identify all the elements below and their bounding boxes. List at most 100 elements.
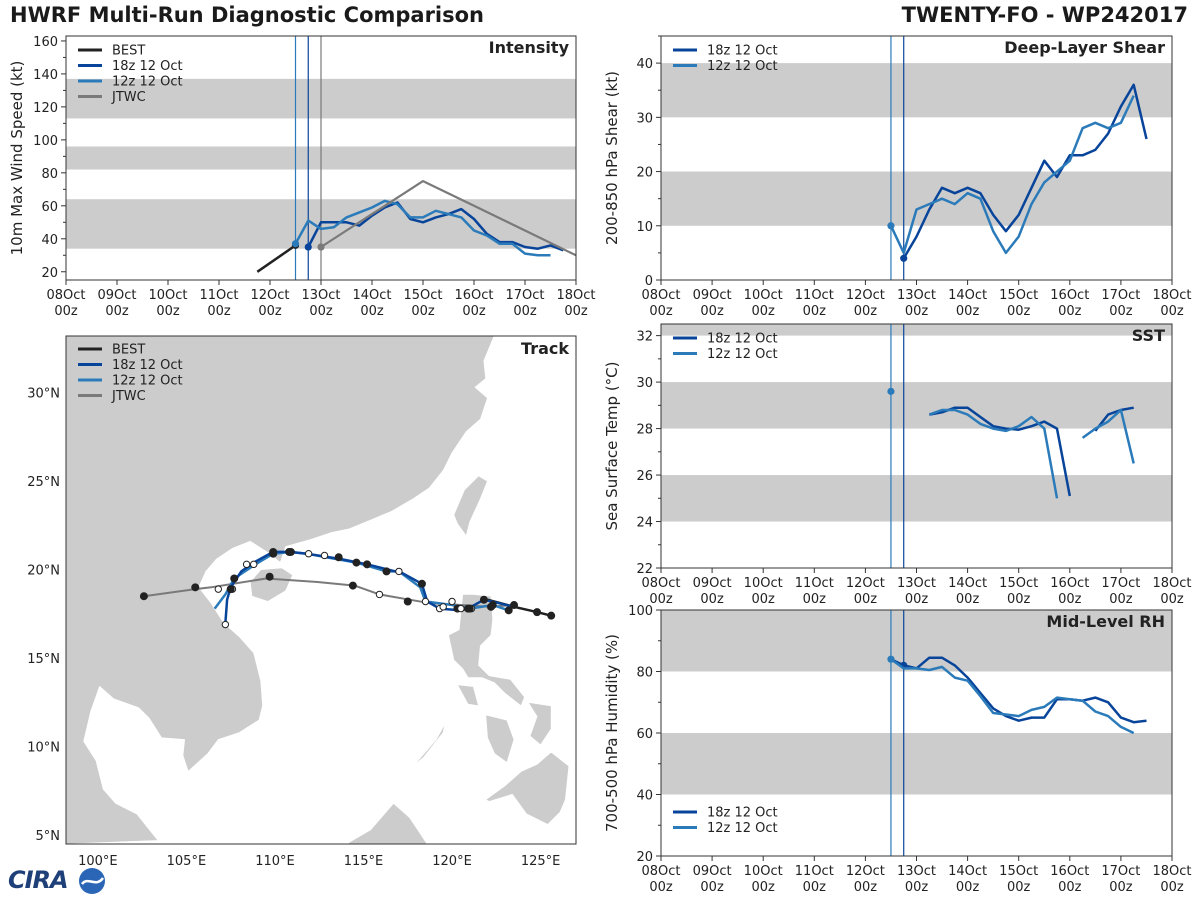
shear-xtick-hour-label: 00z: [1109, 304, 1133, 319]
shear-xtick-hour-label: 00z: [905, 304, 929, 319]
shear-xtick-date-label: 16Oct: [1050, 288, 1089, 303]
intensity-ytick-label: 80: [41, 167, 58, 182]
sst-ytick-label: 32: [636, 330, 653, 345]
track-lat-label: 15°N: [27, 652, 60, 667]
rh-xtick-date-label: 16Oct: [1050, 864, 1089, 879]
shear-line-run18z: [902, 83, 1148, 259]
sst-ytick-label: 26: [636, 469, 653, 484]
track-position-filled-jtwc: [191, 583, 200, 592]
shear-series: [887, 83, 1148, 262]
shear-ytick-label: 20: [636, 166, 653, 181]
shear-ytick-label: 30: [636, 111, 653, 126]
shear-xtick-date-label: 15Oct: [999, 288, 1038, 303]
rh-xtick-date-label: 14Oct: [948, 864, 987, 879]
rh-panel: 2040608010008Oct00z09Oct00z10Oct00z11Oct…: [603, 604, 1192, 895]
shear-xtick-date-label: 08Oct: [641, 288, 680, 303]
track-position-filled-run18z: [463, 604, 472, 613]
rh-legend-label-run12z: 12z 12 Oct: [707, 821, 778, 836]
sst-xtick-date-label: 08Oct: [641, 576, 680, 591]
sst-legend-label-run18z: 18z 12 Oct: [707, 332, 778, 347]
track-position-filled-run12z: [230, 574, 239, 583]
track-position-filled-run12z: [504, 606, 513, 615]
rh-xtick-hour-label: 00z: [854, 880, 878, 895]
intensity-xtick-date-label: 08Oct: [46, 288, 85, 303]
sst-line-run18z: [1094, 406, 1134, 432]
shear-xtick-date-label: 13Oct: [897, 288, 936, 303]
track-lat-label: 10°N: [27, 741, 60, 756]
shear-xtick-hour-label: 00z: [1058, 304, 1082, 319]
shear-xtick-hour-label: 00z: [956, 304, 980, 319]
rh-ytick-label: 100: [628, 604, 653, 619]
intensity-xtick-hour-label: 00z: [258, 304, 282, 319]
rh-xtick-hour-label: 00z: [649, 880, 673, 895]
track-position-filled-run12z: [488, 601, 497, 610]
track-position-filled-run18z: [479, 595, 488, 604]
sst-xtick-hour-label: 00z: [1109, 592, 1133, 607]
track-lat-label: 20°N: [27, 564, 60, 579]
sst-xtick-hour-label: 00z: [854, 592, 878, 607]
rh-bands: [661, 610, 1172, 795]
sst-xtick-hour-label: 00z: [649, 592, 673, 607]
rh-ylabel: 700-500 hPa Humidity (%): [603, 634, 621, 832]
intensity-ytick-label: 60: [41, 200, 58, 215]
track-legend-label-run12z: 12z 12 Oct: [112, 374, 183, 389]
sst-xtick-date-label: 11Oct: [795, 576, 834, 591]
cira-logo-text: CIRA: [8, 866, 69, 894]
track-lon-label: 110°E: [255, 854, 295, 869]
rh-line-run12z: [890, 658, 1135, 735]
track-position-filled-jtwc: [139, 592, 148, 601]
rh-xtick-date-label: 10Oct: [744, 864, 783, 879]
rh-band: [661, 610, 1172, 672]
intensity-xtick-date-label: 11Oct: [199, 288, 238, 303]
track-position-open-run18z: [221, 620, 230, 629]
track-legend-label-jtwc: JTWC: [111, 389, 146, 404]
hainan-island: [249, 567, 294, 602]
track-position-open-run12z: [320, 551, 329, 560]
track-position-open-run18z: [457, 604, 465, 613]
track-position-filled-run12z: [352, 558, 361, 567]
intensity-ytick-label: 140: [33, 68, 58, 83]
shear-xtick-date-label: 09Oct: [693, 288, 732, 303]
panay-negros-island: [485, 714, 515, 764]
track-position-open-run18z: [395, 567, 403, 576]
track-map: [66, 336, 570, 844]
shear-xtick-date-label: 18Oct: [1152, 288, 1191, 303]
rh-marker-run12z: [887, 655, 895, 663]
intensity-marker-run18z: [304, 243, 312, 251]
rh-xtick-hour-label: 00z: [1007, 880, 1031, 895]
shear-band: [661, 171, 1172, 226]
shear-xtick-date-label: 17Oct: [1101, 288, 1140, 303]
track-series: [139, 547, 556, 629]
shear-panel: 01020304008Oct00z09Oct00z10Oct00z11Oct00…: [603, 35, 1192, 319]
samar-leyte-island: [527, 701, 552, 746]
intensity-marker-run12z: [291, 240, 300, 248]
track-lat-label: 25°N: [27, 475, 60, 490]
rh-series: [887, 655, 1147, 735]
shear-bands: [661, 63, 1172, 226]
sst-band: [661, 475, 1172, 522]
track-position-filled-run18z: [417, 579, 426, 588]
cira-logo: [4, 866, 114, 896]
shear-xtick-hour-label: 00z: [700, 304, 724, 319]
sst-plot-area: [661, 324, 1172, 568]
intensity-xtick-hour-label: 00z: [513, 304, 537, 319]
track-position-filled-best: [533, 608, 542, 617]
track-lon-label: 105°E: [167, 854, 207, 869]
intensity-xtick-hour-label: 00z: [207, 304, 231, 319]
intensity-xtick-hour-label: 00z: [54, 304, 78, 319]
intensity-xtick-date-label: 09Oct: [97, 288, 136, 303]
rh-legend-label-run18z: 18z 12 Oct: [707, 806, 778, 821]
shear-xtick-hour-label: 00z: [1007, 304, 1031, 319]
track-position-open-jtwc: [375, 590, 384, 599]
rh-xtick-hour-label: 00z: [905, 880, 929, 895]
sst-xtick-hour-label: 00z: [752, 592, 776, 607]
sst-xtick-hour-label: 00z: [1007, 592, 1031, 607]
shear-xtick-hour-label: 00z: [1160, 304, 1184, 319]
intensity-xtick-hour-label: 00z: [309, 304, 333, 319]
shear-ytick-label: 0: [645, 274, 653, 289]
sst-ytick-label: 28: [636, 423, 653, 438]
rh-ytick-label: 80: [636, 666, 653, 681]
sst-xtick-hour-label: 00z: [700, 592, 724, 607]
sst-band: [661, 324, 1172, 336]
shear-xtick-date-label: 11Oct: [795, 288, 834, 303]
